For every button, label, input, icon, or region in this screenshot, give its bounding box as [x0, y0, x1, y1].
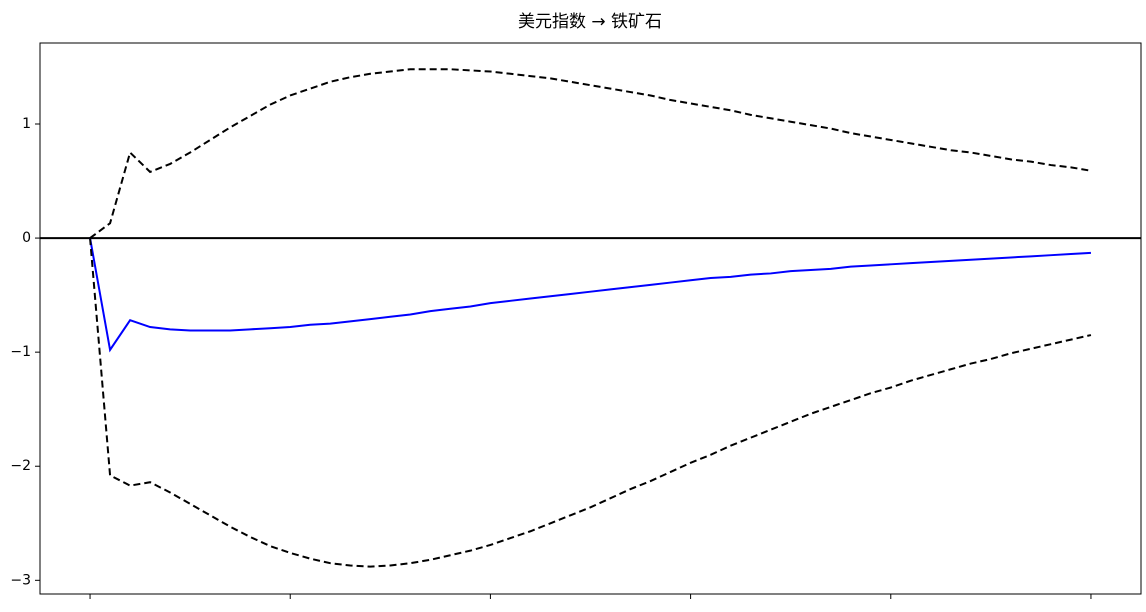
- chart-title: 美元指数 → 铁矿石: [518, 12, 662, 32]
- y-tick-label: −1: [10, 344, 31, 360]
- y-tick-label: 1: [22, 116, 31, 132]
- series-line: [89, 68, 1092, 239]
- y-tick-label: −3: [10, 572, 31, 588]
- plot-frame: [39, 42, 1142, 595]
- y-tick-label: 0: [22, 230, 31, 246]
- series-line: [89, 237, 1092, 568]
- series-line: [89, 237, 1092, 353]
- y-tick-label: −2: [10, 458, 31, 474]
